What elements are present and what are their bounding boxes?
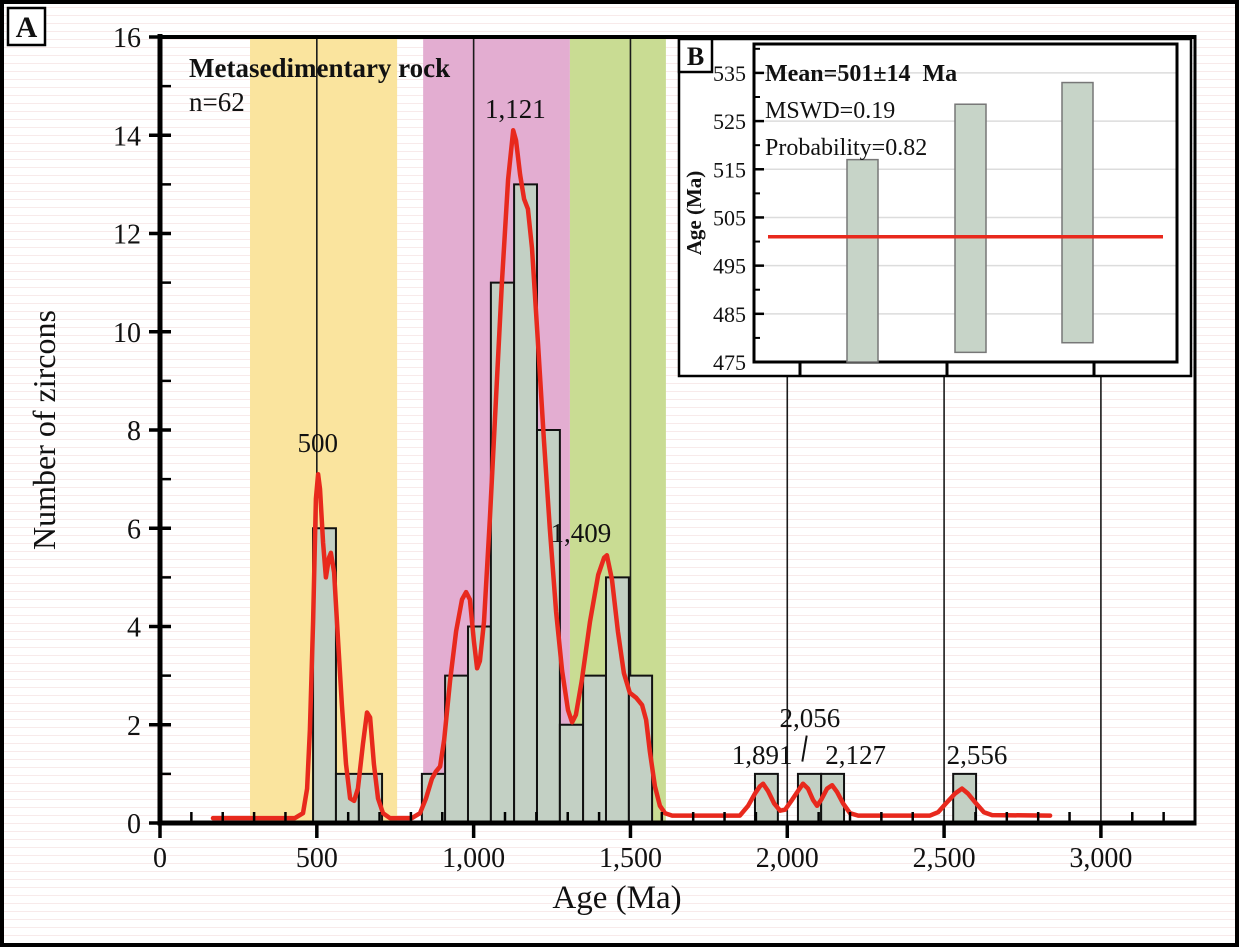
x-tick-label: 1,500: [599, 843, 662, 874]
peak-leader-line: [801, 735, 808, 762]
y-tick-label: 16: [113, 23, 141, 54]
probability-density-curve: [210, 128, 1053, 821]
inset-outer-box: [677, 37, 1193, 378]
x-tick-label: 3,000: [1069, 843, 1132, 874]
y-tick-label: 0: [127, 809, 141, 840]
inset-y-tick-label: 485: [713, 302, 746, 327]
peak-label: 2,127: [825, 740, 886, 770]
weighted-mean-inset: 475 485 495 505 515 525 535: [677, 37, 1193, 378]
panel-b-label: B: [687, 42, 704, 71]
histogram-bar: [582, 674, 607, 824]
peak-label: 1,121: [485, 94, 546, 124]
y-tick-label: 4: [127, 613, 141, 644]
inset-y-tick-label: 515: [713, 157, 746, 182]
inset-y-tick-label: 495: [713, 254, 746, 279]
y-tick-label: 10: [113, 318, 141, 349]
x-tick-label: 500: [296, 843, 338, 874]
peak-label: 2,556: [947, 740, 1008, 770]
inset-mswd-label: MSWD=0.19: [765, 98, 895, 124]
histogram-bar: [558, 723, 585, 824]
histogram-bar: [753, 772, 779, 824]
peak-label: 2,056: [779, 703, 840, 733]
main-title: Metasedimentary rock: [189, 53, 450, 83]
x-tick-label: 0: [153, 843, 167, 874]
inset-y-tick-label: 505: [713, 205, 746, 230]
inset-y-axis-title: Age (Ma): [682, 171, 706, 256]
panel-a-label: A: [16, 11, 38, 44]
y-tick-label: 2: [127, 711, 141, 742]
main-axes-frame: [157, 34, 1197, 826]
y-tick-label: 14: [113, 121, 141, 152]
y-tick-label: 6: [127, 514, 141, 545]
y-tick-label: 12: [113, 220, 141, 251]
peak-label: 1,409: [551, 518, 612, 548]
error-bar: [954, 103, 987, 354]
inset-plot-frame: [752, 42, 1179, 364]
error-bar: [846, 158, 879, 363]
peak-label: 1,891: [732, 740, 793, 770]
panel-a-box: [6, 6, 47, 47]
y-axis-title: Number of zircons: [26, 310, 62, 550]
panel-b-box: [677, 37, 714, 74]
histogram-bar: [489, 281, 516, 824]
inset-y-tick-label: 525: [713, 109, 746, 134]
x-tick-label: 2,000: [756, 843, 819, 874]
main-axis-ticks: [149, 35, 1165, 838]
inset-y-tick-label: 475: [713, 350, 746, 375]
peak-label: 500: [298, 428, 339, 458]
x-tick-label: 2,500: [913, 843, 976, 874]
inset-probability-label: Probability=0.82: [765, 135, 927, 161]
error-bar: [1061, 81, 1094, 344]
main-tick-labels: 0 2 4 6 8 10 12 14 16 0 500 1,000 1,500 2,000 2,500 3,0…: [113, 23, 1132, 874]
kde-curve: [210, 128, 1053, 821]
inset-y-tick-label: 535: [713, 61, 746, 86]
inset-mean-label: Mean=501±14 Ma: [765, 61, 957, 87]
x-tick-label: 1,000: [442, 843, 505, 874]
peak-age-labels: 500 1,121 1,409 1,891 2,056 2,127 2,556: [298, 94, 1008, 770]
y-tick-label: 8: [127, 416, 141, 447]
x-axis-title: Age (Ma): [552, 880, 681, 916]
n-annotation: n=62: [189, 87, 245, 117]
